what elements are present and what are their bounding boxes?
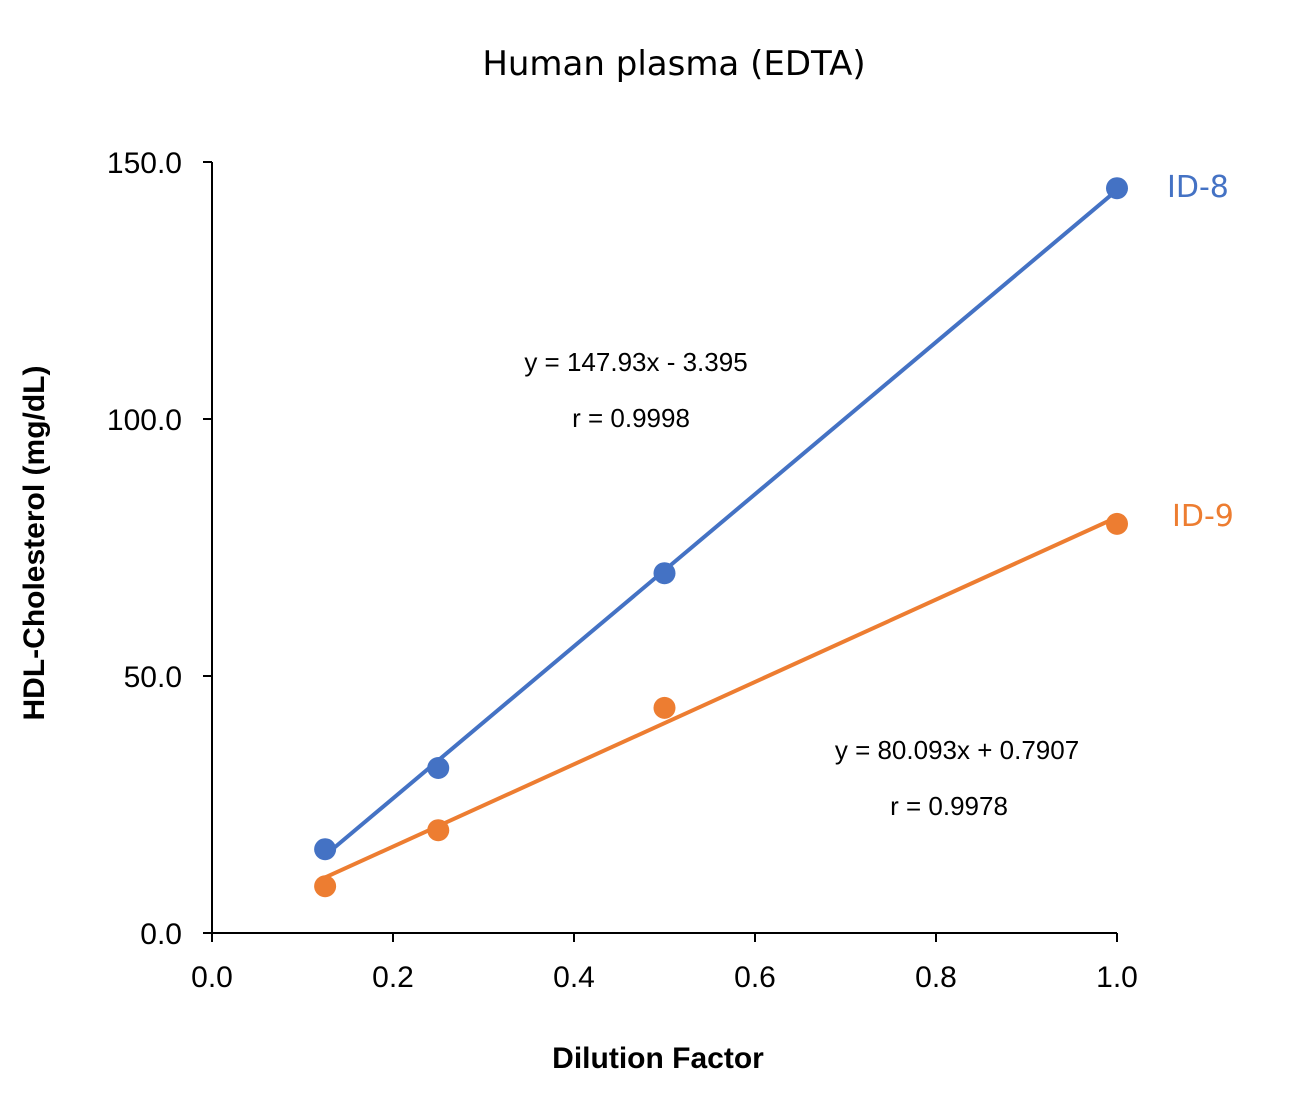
- series-label-id-9: ID-9: [1172, 499, 1234, 534]
- data-point-id-9: [427, 819, 450, 842]
- x-tick-label: 0.4: [553, 961, 595, 994]
- x-tick-label: 0.0: [191, 961, 233, 994]
- data-point-id-9: [1106, 512, 1128, 535]
- data-point-id-8: [653, 562, 676, 585]
- series-layer: [314, 177, 1128, 898]
- y-tick-label: 100.0: [107, 404, 182, 437]
- data-point-id-9: [653, 696, 676, 719]
- data-point-id-9: [314, 875, 337, 898]
- equation-id-8: y = 147.93x - 3.395: [524, 347, 747, 377]
- data-point-id-8: [314, 838, 337, 861]
- series-label-id-8: ID-8: [1167, 170, 1229, 205]
- x-tick-label: 0.2: [372, 961, 414, 994]
- y-tick-label: 0.0: [140, 918, 182, 951]
- r-value-id-9: r = 0.9978: [890, 791, 1008, 821]
- equation-id-9: y = 80.093x + 0.7907: [835, 735, 1079, 765]
- x-tick-label: 1.0: [1096, 961, 1138, 994]
- x-tick-label: 0.8: [915, 961, 957, 994]
- x-tick-label: 0.6: [734, 961, 776, 994]
- data-point-id-8: [427, 757, 450, 780]
- data-point-id-8: [1106, 177, 1128, 200]
- trendline-id-8: [323, 188, 1119, 857]
- y-axis-label: HDL-Cholesterol (mg/dL): [18, 366, 51, 721]
- axes: 0.0 0.2 0.4 0.6 0.8 1.0 0.0 50.0 100.0 150.0: [107, 147, 1138, 994]
- r-value-id-8: r = 0.9998: [572, 403, 690, 433]
- chart-title: Human plasma (EDTA): [482, 44, 865, 84]
- x-axis-label: Dilution Factor: [552, 1042, 764, 1075]
- y-tick-label: 150.0: [107, 147, 182, 180]
- y-tick-label: 50.0: [124, 661, 182, 694]
- trendline-id-9: [324, 515, 1118, 880]
